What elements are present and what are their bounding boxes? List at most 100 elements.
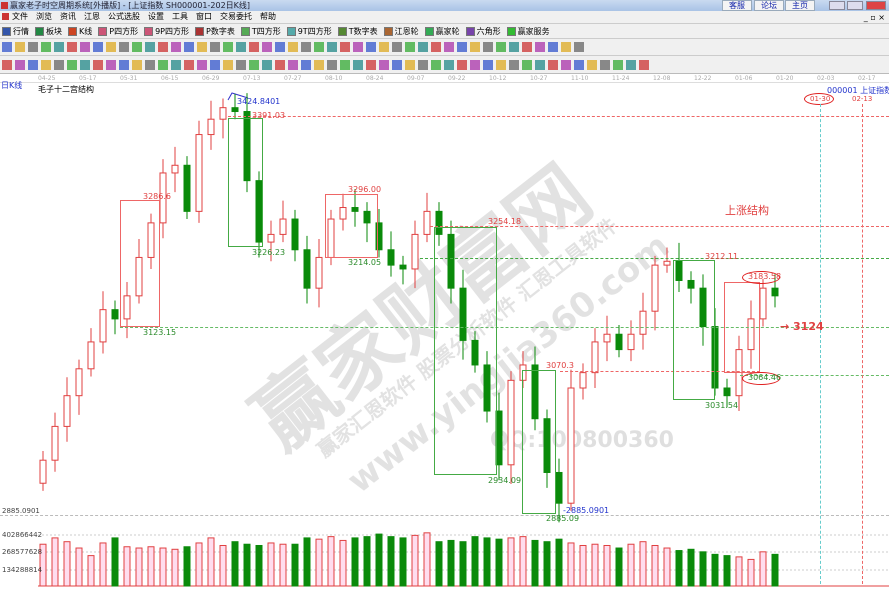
- tool-icon[interactable]: [561, 59, 571, 70]
- tool-icon[interactable]: [15, 59, 25, 70]
- tool-icon[interactable]: [2, 42, 12, 52]
- toolbar-button[interactable]: 赢家轮: [424, 26, 460, 37]
- toolbar-button[interactable]: 行情: [2, 26, 29, 37]
- toolbar-button[interactable]: 江恩轮: [383, 26, 419, 37]
- tool-icon[interactable]: [197, 42, 207, 52]
- tool-icon[interactable]: [210, 42, 220, 52]
- tool-icon[interactable]: [444, 42, 454, 52]
- tool-icon[interactable]: [561, 42, 571, 52]
- tool-icon[interactable]: [639, 59, 649, 70]
- tool-icon[interactable]: [158, 59, 168, 70]
- tool-icon[interactable]: [496, 42, 506, 52]
- close-button[interactable]: [866, 1, 886, 10]
- home-link[interactable]: 主页: [785, 0, 815, 11]
- toolbar-button[interactable]: T数字表: [337, 26, 378, 37]
- toolbar-button[interactable]: K线: [68, 26, 92, 37]
- tool-icon[interactable]: [353, 59, 363, 70]
- tool-icon[interactable]: [327, 42, 337, 52]
- tool-icon[interactable]: [262, 42, 272, 52]
- tool-icon[interactable]: [132, 42, 142, 52]
- tool-icon[interactable]: [223, 59, 233, 70]
- tool-icon[interactable]: [509, 59, 519, 70]
- tool-icon[interactable]: [236, 42, 246, 52]
- menu-item[interactable]: 浏览: [36, 12, 52, 21]
- toolbar-button[interactable]: 赢家服务: [506, 26, 550, 37]
- tool-icon[interactable]: [314, 59, 324, 70]
- tool-icon[interactable]: [392, 59, 402, 70]
- tool-icon[interactable]: [379, 59, 389, 70]
- mdi-controls[interactable]: _ ▫ ×: [863, 13, 885, 22]
- minimize-button[interactable]: [829, 1, 845, 10]
- tool-icon[interactable]: [405, 59, 415, 70]
- tool-icon[interactable]: [184, 42, 194, 52]
- toolbar-button[interactable]: P数字表: [195, 26, 235, 37]
- maximize-button[interactable]: [847, 1, 863, 10]
- menu-item[interactable]: 工具: [172, 12, 188, 21]
- tool-icon[interactable]: [353, 42, 363, 52]
- tool-icon[interactable]: [2, 59, 12, 70]
- tool-icon[interactable]: [574, 42, 584, 52]
- tool-icon[interactable]: [457, 42, 467, 52]
- tool-icon[interactable]: [626, 59, 636, 70]
- tool-icon[interactable]: [236, 59, 246, 70]
- tool-icon[interactable]: [119, 59, 129, 70]
- tool-icon[interactable]: [275, 42, 285, 52]
- toolbar-button[interactable]: 六角形: [465, 26, 501, 37]
- tool-icon[interactable]: [223, 42, 233, 52]
- tool-icon[interactable]: [327, 59, 337, 70]
- tool-icon[interactable]: [28, 42, 38, 52]
- tool-icon[interactable]: [574, 59, 584, 70]
- tool-icon[interactable]: [54, 59, 64, 70]
- tool-icon[interactable]: [67, 59, 77, 70]
- toolbar-button[interactable]: P四方形: [98, 26, 138, 37]
- tool-icon[interactable]: [340, 42, 350, 52]
- tool-icon[interactable]: [158, 42, 168, 52]
- tool-icon[interactable]: [262, 59, 272, 70]
- tool-icon[interactable]: [470, 59, 480, 70]
- tool-icon[interactable]: [80, 59, 90, 70]
- tool-icon[interactable]: [483, 59, 493, 70]
- tool-icon[interactable]: [106, 42, 116, 52]
- tool-icon[interactable]: [93, 59, 103, 70]
- tool-icon[interactable]: [132, 59, 142, 70]
- tool-icon[interactable]: [249, 42, 259, 52]
- tool-icon[interactable]: [301, 59, 311, 70]
- tool-icon[interactable]: [457, 59, 467, 70]
- tool-icon[interactable]: [275, 59, 285, 70]
- tool-icon[interactable]: [587, 59, 597, 70]
- tool-icon[interactable]: [41, 42, 51, 52]
- tool-icon[interactable]: [600, 59, 610, 70]
- forum-link[interactable]: 论坛: [754, 0, 784, 11]
- tool-icon[interactable]: [535, 42, 545, 52]
- tool-icon[interactable]: [80, 42, 90, 52]
- menu-item[interactable]: 帮助: [260, 12, 276, 21]
- toolbar-button[interactable]: T四方形: [240, 26, 281, 37]
- menu-item[interactable]: 交易委托: [220, 12, 252, 21]
- tool-icon[interactable]: [106, 59, 116, 70]
- tool-icon[interactable]: [548, 42, 558, 52]
- tool-icon[interactable]: [145, 42, 155, 52]
- menu-item[interactable]: 江恩: [84, 12, 100, 21]
- toolbar-button[interactable]: 9T四方形: [286, 26, 332, 37]
- toolbar-button[interactable]: 9P四方形: [144, 26, 189, 37]
- tool-icon[interactable]: [379, 42, 389, 52]
- tool-icon[interactable]: [431, 42, 441, 52]
- tool-icon[interactable]: [184, 59, 194, 70]
- tool-icon[interactable]: [15, 42, 25, 52]
- tool-icon[interactable]: [496, 59, 506, 70]
- menu-item[interactable]: 文件: [12, 12, 28, 21]
- tool-icon[interactable]: [366, 42, 376, 52]
- tool-icon[interactable]: [418, 42, 428, 52]
- tool-icon[interactable]: [288, 42, 298, 52]
- tool-icon[interactable]: [210, 59, 220, 70]
- tool-icon[interactable]: [509, 42, 519, 52]
- menu-item[interactable]: 窗口: [196, 12, 212, 21]
- tool-icon[interactable]: [522, 42, 532, 52]
- tool-icon[interactable]: [366, 59, 376, 70]
- tool-icon[interactable]: [522, 59, 532, 70]
- tool-icon[interactable]: [67, 42, 77, 52]
- tool-icon[interactable]: [301, 42, 311, 52]
- tool-icon[interactable]: [249, 59, 259, 70]
- tool-icon[interactable]: [54, 42, 64, 52]
- tool-icon[interactable]: [405, 42, 415, 52]
